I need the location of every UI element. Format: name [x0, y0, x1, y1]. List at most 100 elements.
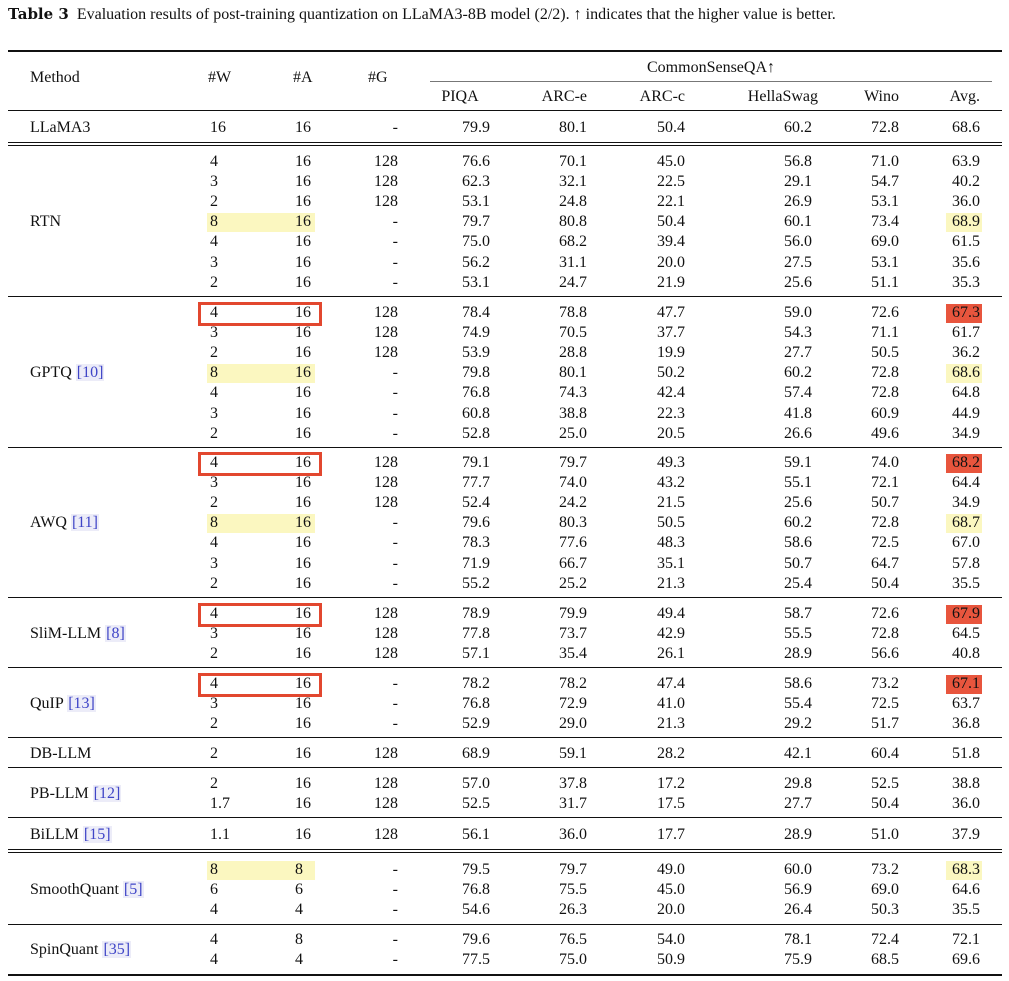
table-cell: 79.9	[559, 605, 587, 622]
table-cell: 2	[210, 645, 218, 663]
table-cell: 26.1	[657, 645, 685, 663]
table-cell: 60.0	[784, 861, 812, 878]
table-cell: 72.8	[871, 119, 899, 136]
table-cell: 4	[210, 304, 218, 321]
table-cell: 16	[295, 324, 311, 342]
citation-link[interactable]: [5]	[122, 881, 144, 899]
table-cell: 24.7	[559, 273, 587, 291]
table-cell: 128	[374, 193, 398, 211]
table-cell: 71.0	[871, 153, 899, 170]
table-cell: 3	[210, 625, 218, 643]
table-cell: 16	[295, 625, 311, 643]
citation-link[interactable]: [11]	[70, 514, 99, 532]
highlight-wa	[207, 364, 315, 384]
table-cell: 54.7	[871, 173, 899, 191]
table-cell: 42.9	[657, 625, 685, 643]
table-rule	[8, 974, 1002, 976]
table-cell: 73.2	[871, 675, 899, 692]
table-cell: -	[392, 534, 398, 552]
table-cell: 50.3	[871, 901, 899, 919]
table-cell: 3	[210, 173, 218, 191]
table-cell: 128	[374, 775, 398, 792]
table-cell: 128	[374, 645, 398, 663]
citation-link[interactable]: [8]	[105, 625, 126, 643]
table-cell: 62.3	[462, 173, 490, 191]
table-cell: 42.1	[784, 745, 812, 762]
table-cell: 59.0	[784, 304, 812, 321]
method-name: QuIP	[30, 695, 64, 713]
table-cell: 76.6	[462, 153, 490, 170]
table-cell: 3	[210, 474, 218, 492]
table-cell: 36.0	[559, 826, 587, 843]
table-cell: 64.8	[952, 384, 980, 402]
table-cell: 38.8	[952, 775, 980, 792]
table-cell: 16	[295, 514, 311, 532]
table-cell: -	[392, 424, 398, 442]
table-cell: 35.4	[559, 645, 587, 663]
table-cell: 2	[210, 424, 218, 442]
table-cell: 72.5	[871, 534, 899, 552]
highlight-box	[198, 603, 322, 627]
header-w: #W	[208, 69, 232, 86]
table-cell: 78.8	[559, 304, 587, 321]
table-cell: 8	[295, 861, 303, 878]
table-cell: 60.9	[871, 404, 899, 422]
table-cell: 58.6	[784, 675, 812, 692]
table-cell: 128	[374, 344, 398, 362]
highlight-avg	[946, 364, 982, 384]
table-cell: 36.0	[952, 193, 980, 211]
table-cell: 68.9	[952, 213, 980, 231]
table-cell: -	[392, 951, 398, 969]
table-cell: 16	[295, 424, 311, 442]
table-cell: 4	[210, 233, 218, 251]
citation-link[interactable]: [12]	[92, 785, 122, 803]
table-cell: 27.7	[784, 344, 812, 362]
table-cell: 79.5	[462, 861, 490, 878]
citation-link[interactable]: [15]	[82, 826, 112, 843]
table-cell: 68.2	[559, 233, 587, 251]
header-g: #G	[368, 69, 388, 86]
table-cell: 54.3	[784, 324, 812, 342]
table-cell: 60.1	[784, 213, 812, 231]
table-cell: 52.5	[462, 795, 490, 813]
table-cell: 25.0	[559, 424, 587, 442]
table-cell: 2	[210, 574, 218, 592]
table-cell: -	[392, 119, 398, 136]
table-cell: 2	[210, 745, 218, 762]
table-cell: 64.5	[952, 625, 980, 643]
table-cell: 25.6	[784, 494, 812, 512]
table-cell: 77.8	[462, 625, 490, 643]
table-cell: 53.1	[871, 193, 899, 211]
table-rule	[8, 737, 1002, 738]
table-cell: 60.2	[784, 364, 812, 382]
table-cell: 16	[295, 153, 311, 170]
table-cell: 37.8	[559, 775, 587, 792]
table-cell: 52.9	[462, 715, 490, 733]
citation-link[interactable]: [35]	[102, 941, 132, 959]
method-name: LLaMA3	[30, 119, 91, 136]
table-cell: 16	[295, 715, 311, 733]
citation-link[interactable]: [13]	[67, 695, 96, 713]
table-cell: 16	[295, 253, 311, 271]
method-name: SliM-LLM	[30, 625, 102, 643]
table-cell: 63.9	[952, 153, 980, 170]
table-cell: 128	[374, 474, 398, 492]
highlight-avg	[946, 213, 982, 233]
table-cell: 72.8	[871, 384, 899, 402]
table-cell: 16	[295, 273, 311, 291]
table-cell: 78.2	[559, 675, 587, 692]
highlight-avg-best	[946, 454, 982, 473]
header-commonsenseqa: CommonSenseQA↑	[647, 59, 775, 76]
table-cell: 2	[210, 193, 218, 211]
table-cell: 50.4	[657, 213, 685, 231]
table-cell: 78.2	[462, 675, 490, 692]
table-cell: 55.5	[784, 625, 812, 643]
table-cell: 8	[210, 514, 218, 532]
table-cell: 69.0	[871, 233, 899, 251]
table-cell: 16	[295, 344, 311, 362]
table-cell: 77.5	[462, 951, 490, 969]
citation-link[interactable]: [10]	[75, 364, 105, 382]
table-cell: 3	[210, 554, 218, 572]
table-cell: -	[392, 675, 398, 692]
table-cell: 36.2	[952, 344, 980, 362]
